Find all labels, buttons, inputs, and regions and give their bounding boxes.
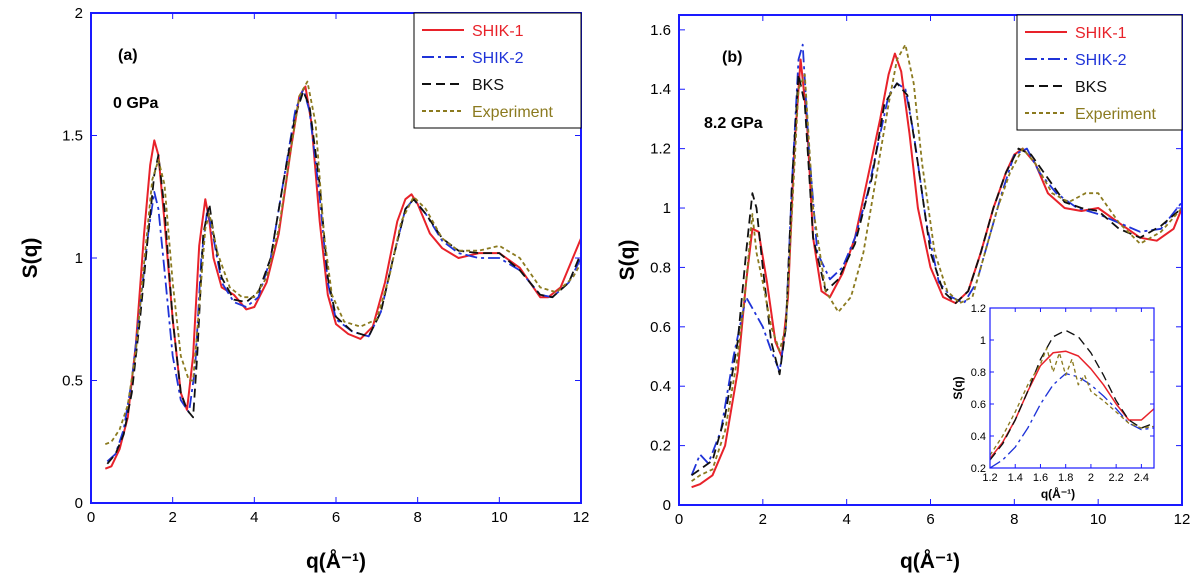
inset-series-shik-1 xyxy=(990,350,1154,459)
panel-b-legend-box xyxy=(1016,14,1183,131)
panel-b-series-shik-1 xyxy=(691,52,1182,489)
panel-a-x-tick-label: 12 xyxy=(573,509,590,526)
panel-a-plot-area xyxy=(104,80,581,470)
panel-a-y-axis-label: S(q) xyxy=(19,238,42,279)
panel-a-legend-label-experiment: Experiment xyxy=(472,104,553,121)
panel-a-y-tick-label: 1 xyxy=(75,250,83,267)
panel-a-y-tick-label: 1.5 xyxy=(62,128,83,145)
panel-b-x-tick-label: 0 xyxy=(675,511,683,528)
panel-b-x-tick-label: 6 xyxy=(926,511,934,528)
inset-x-tick-label: 1.4 xyxy=(1008,472,1023,484)
panel-b-y-tick-label: 1 xyxy=(663,200,671,217)
inset-y-tick-label: 0.6 xyxy=(971,399,986,411)
panel-b-y-axis-label: S(q) xyxy=(616,240,639,281)
panel-a-series-bks xyxy=(106,90,581,465)
panel-b-y-tick-label: 0 xyxy=(663,497,671,514)
panel-a-x-tick-label: 2 xyxy=(168,509,176,526)
panel-a-y-tick-label: 2 xyxy=(75,5,83,22)
panel-a-x-tick-label: 10 xyxy=(491,509,508,526)
panel-a-legend-label-bks: BKS xyxy=(472,77,504,94)
panel-a-series-shik-1 xyxy=(104,85,581,470)
inset-y-tick-label: 1.2 xyxy=(971,303,986,315)
panel-b-legend-label-bks: BKS xyxy=(1075,79,1107,96)
inset-x-tick-label: 2 xyxy=(1088,472,1094,484)
inset-frame xyxy=(989,307,1155,469)
panel-a-x-tick-label: 8 xyxy=(413,509,421,526)
panel-b-x-tick-label: 4 xyxy=(842,511,850,528)
panel-b-y-tick-label: 1.2 xyxy=(650,141,671,158)
inset-series-experiment xyxy=(990,347,1154,456)
panel-b-y-tick-label: 1.4 xyxy=(650,81,671,98)
inset-y-tick-label: 0.2 xyxy=(971,463,986,475)
panel-b-legend-label-experiment: Experiment xyxy=(1075,106,1156,123)
inset-y-axis-label: S(q) xyxy=(951,376,965,399)
inset-series-bks xyxy=(990,329,1154,461)
panel-b-y-tick-label: 0.4 xyxy=(650,378,671,395)
inset-x-tick-label: 2.4 xyxy=(1134,472,1149,484)
panel-b-plot-area xyxy=(690,43,1182,489)
panel-b-series-experiment xyxy=(691,43,1182,482)
panel-b-y-tick-label: 0.8 xyxy=(650,259,671,276)
inset-x-tick-label: 2.2 xyxy=(1109,472,1124,484)
panel-a-label: (a) xyxy=(118,47,138,64)
panel-b-x-tick-label: 2 xyxy=(759,511,767,528)
panel-b-y-tick-label: 0.6 xyxy=(650,319,671,336)
panel-a-frame xyxy=(90,12,582,504)
panel-b-legend-label-shik-2: SHIK-2 xyxy=(1075,52,1127,69)
panel-a-legend-label-shik-2: SHIK-2 xyxy=(472,50,524,67)
inset-x-tick-label: 1.8 xyxy=(1058,472,1073,484)
inset-x-tick-label: 1.6 xyxy=(1033,472,1048,484)
panel-a-x-tick-label: 0 xyxy=(87,509,95,526)
inset-x-axis-label: q(Å⁻¹) xyxy=(1041,486,1075,501)
panel-b-y-tick-label: 1.6 xyxy=(650,22,671,39)
panel-b-x-axis-label: q(Å⁻¹) xyxy=(900,549,960,573)
panel-a-y-tick-label: 0 xyxy=(75,495,83,512)
panel-a-axes: 0 2 4 6 8 10 12 0 0.5 1 1.5 2 xyxy=(62,5,589,526)
panel-a-legend-label-shik-1: SHIK-1 xyxy=(472,23,524,40)
panel-b-legend: SHIK-1 SHIK-2 BKS Experiment xyxy=(1016,14,1183,131)
panel-a-x-tick-label: 6 xyxy=(332,509,340,526)
panel-a-legend-box xyxy=(413,12,582,129)
panel-a-series-shik-2 xyxy=(106,88,581,463)
inset-panel: 1.2 1.4 1.6 1.8 2 2.2 2.4 0.2 0.4 0.6 0.8 1 1.2 q(Å⁻… xyxy=(951,303,1155,501)
panel-b-legend-label-shik-1: SHIK-1 xyxy=(1075,25,1127,42)
panel-a-x-axis-label: q(Å⁻¹) xyxy=(306,549,366,573)
panel-a-x-tick-label: 4 xyxy=(250,509,258,526)
panel-b-y-tick-label: 0.2 xyxy=(650,438,671,455)
panel-a: 0 2 4 6 8 10 12 0 0.5 1 1.5 2 (a) 0 GPa q(Å⁻¹) S(q)… xyxy=(19,5,589,573)
panel-b-x-tick-label: 8 xyxy=(1010,511,1018,528)
panel-a-legend: SHIK-1 SHIK-2 BKS Experiment xyxy=(413,12,582,129)
panel-b-x-tick-label: 10 xyxy=(1090,511,1107,528)
inset-axes: 1.2 1.4 1.6 1.8 2 2.2 2.4 0.2 0.4 0.6 0.8 1 1.2 xyxy=(971,303,1154,484)
panel-b-frame xyxy=(678,14,1183,506)
panel-b-pressure-annotation: 8.2 GPa xyxy=(704,115,763,132)
panel-b-x-tick-label: 12 xyxy=(1174,511,1191,528)
panel-a-y-tick-label: 0.5 xyxy=(62,373,83,390)
inset-y-tick-label: 0.8 xyxy=(971,367,986,379)
panel-a-series-experiment xyxy=(104,80,581,446)
panel-a-pressure-annotation: 0 GPa xyxy=(113,95,158,112)
inset-x-tick-label: 1.2 xyxy=(982,472,997,484)
inset-plot-area xyxy=(990,329,1154,468)
inset-y-tick-label: 0.4 xyxy=(971,431,986,443)
panel-b-label: (b) xyxy=(722,49,742,66)
inset-y-tick-label: 1 xyxy=(980,335,986,347)
